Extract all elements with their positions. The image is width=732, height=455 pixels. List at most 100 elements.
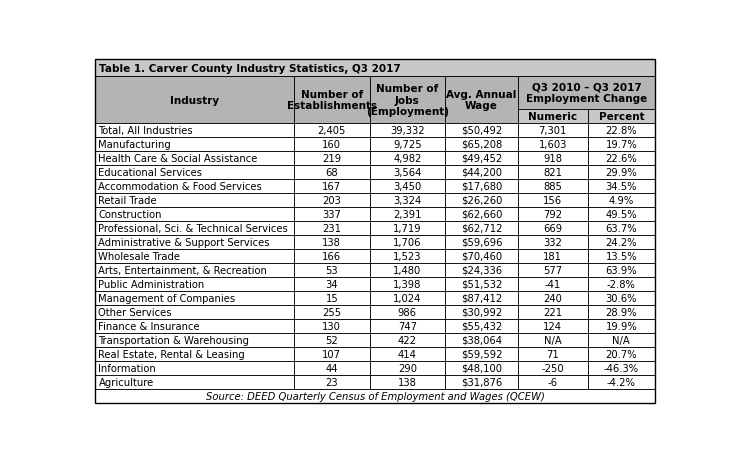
Text: Numeric: Numeric <box>529 111 578 121</box>
Bar <box>95 291 294 305</box>
Bar <box>95 207 294 221</box>
Text: 821: 821 <box>543 167 562 177</box>
Text: 138: 138 <box>398 377 417 387</box>
Bar <box>95 389 655 403</box>
Bar <box>294 319 370 333</box>
Bar <box>588 319 655 333</box>
Bar <box>445 221 518 235</box>
Text: 669: 669 <box>543 223 562 233</box>
Text: 22.6%: 22.6% <box>605 153 638 163</box>
Bar <box>445 277 518 291</box>
Bar <box>95 77 294 124</box>
Text: Number of
Jobs
(Employment): Number of Jobs (Employment) <box>366 84 449 117</box>
Bar <box>588 277 655 291</box>
Text: 156: 156 <box>543 195 562 205</box>
Text: Professional, Sci. & Technical Services: Professional, Sci. & Technical Services <box>99 223 288 233</box>
Bar <box>294 179 370 193</box>
Text: $55,432: $55,432 <box>461 321 502 331</box>
Bar <box>370 291 445 305</box>
Bar <box>294 152 370 166</box>
Text: 23: 23 <box>326 377 338 387</box>
Bar <box>445 333 518 347</box>
Bar <box>445 305 518 319</box>
Text: 2,405: 2,405 <box>318 126 346 136</box>
Bar <box>518 319 588 333</box>
Bar <box>294 333 370 347</box>
Bar <box>95 375 294 389</box>
Text: Industry: Industry <box>170 95 220 105</box>
Text: 986: 986 <box>397 307 417 317</box>
Text: 747: 747 <box>397 321 417 331</box>
Bar <box>518 110 588 124</box>
Text: -46.3%: -46.3% <box>604 363 639 373</box>
Bar <box>294 361 370 375</box>
Text: Transportation & Warehousing: Transportation & Warehousing <box>99 335 250 345</box>
Text: 1,603: 1,603 <box>539 140 567 150</box>
Text: 107: 107 <box>322 349 341 359</box>
Text: -41: -41 <box>545 279 561 289</box>
Text: Source: DEED Quarterly Census of Employment and Wages (QCEW): Source: DEED Quarterly Census of Employm… <box>206 391 545 401</box>
Text: $24,336: $24,336 <box>461 265 502 275</box>
Text: $50,492: $50,492 <box>461 126 502 136</box>
Bar <box>588 221 655 235</box>
Bar <box>370 207 445 221</box>
Text: 337: 337 <box>322 209 341 219</box>
Text: 4,982: 4,982 <box>393 153 422 163</box>
Text: 3,324: 3,324 <box>393 195 422 205</box>
Text: Wholesale Trade: Wholesale Trade <box>99 251 181 261</box>
Text: 138: 138 <box>322 237 341 247</box>
Text: -2.8%: -2.8% <box>607 279 636 289</box>
Text: $49,452: $49,452 <box>461 153 502 163</box>
Text: $59,592: $59,592 <box>460 349 502 359</box>
Bar <box>588 137 655 152</box>
Bar <box>518 235 588 249</box>
Text: 71: 71 <box>546 349 559 359</box>
Text: 2,391: 2,391 <box>393 209 422 219</box>
Text: 166: 166 <box>322 251 341 261</box>
Bar <box>294 291 370 305</box>
Bar <box>370 221 445 235</box>
Bar <box>370 179 445 193</box>
Bar <box>294 347 370 361</box>
Bar <box>370 375 445 389</box>
Bar <box>518 277 588 291</box>
Bar <box>95 249 294 263</box>
Bar <box>370 249 445 263</box>
Bar <box>95 221 294 235</box>
Bar <box>518 347 588 361</box>
Bar <box>95 137 294 152</box>
Text: Agriculture: Agriculture <box>99 377 154 387</box>
Text: 231: 231 <box>322 223 341 233</box>
Bar <box>518 137 588 152</box>
Text: $30,992: $30,992 <box>461 307 502 317</box>
Bar <box>370 277 445 291</box>
Bar <box>294 277 370 291</box>
Bar <box>445 152 518 166</box>
Bar <box>294 263 370 277</box>
Text: 1,398: 1,398 <box>393 279 422 289</box>
Bar <box>294 166 370 179</box>
Bar <box>445 179 518 193</box>
Bar <box>588 249 655 263</box>
Text: 1,024: 1,024 <box>393 293 422 303</box>
Text: 29.9%: 29.9% <box>605 167 638 177</box>
Text: Information: Information <box>99 363 156 373</box>
Bar <box>445 249 518 263</box>
Text: 290: 290 <box>397 363 417 373</box>
Bar <box>294 221 370 235</box>
Text: 34.5%: 34.5% <box>605 182 637 192</box>
Text: 7,301: 7,301 <box>539 126 567 136</box>
Text: Educational Services: Educational Services <box>99 167 203 177</box>
Bar <box>445 347 518 361</box>
Text: -6: -6 <box>548 377 558 387</box>
Bar <box>518 305 588 319</box>
Text: 44: 44 <box>326 363 338 373</box>
Bar <box>95 179 294 193</box>
Bar <box>370 77 445 124</box>
Bar <box>95 333 294 347</box>
Text: Public Administration: Public Administration <box>99 279 205 289</box>
Bar <box>370 347 445 361</box>
Text: 221: 221 <box>543 307 562 317</box>
Bar <box>294 207 370 221</box>
Bar <box>445 137 518 152</box>
